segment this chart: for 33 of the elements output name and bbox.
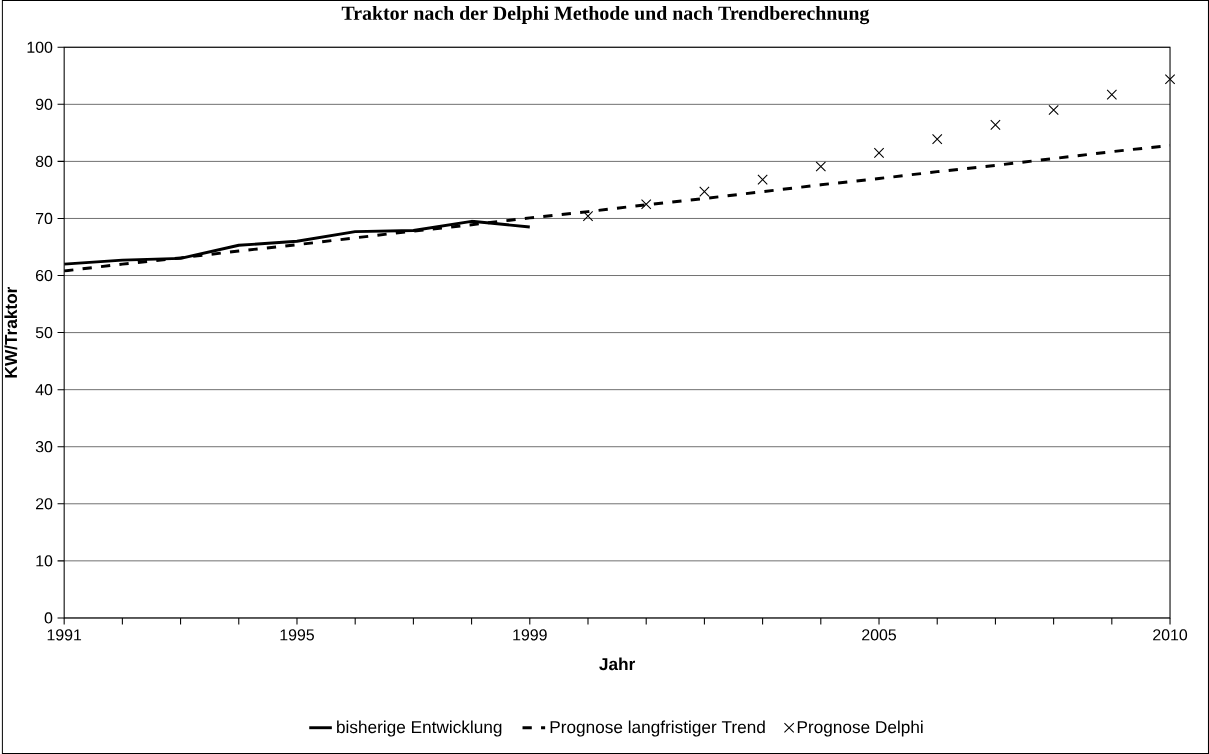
y-tick-label: 70 bbox=[36, 212, 53, 225]
x-tick-label: 2010 bbox=[1153, 629, 1188, 641]
x-tick-label: 1991 bbox=[47, 629, 82, 641]
y-tick-label: 50 bbox=[35, 326, 53, 339]
chart-title: Traktor nach der Delphi Methode und nach Trendberechnung bbox=[341, 5, 870, 25]
point bbox=[1164, 73, 1176, 85]
legend-label: Prognose Delphi bbox=[797, 720, 923, 737]
point bbox=[757, 174, 768, 185]
y-tick-label: 30 bbox=[35, 441, 53, 453]
legend-label: Prognose langfristiger Trend bbox=[550, 720, 765, 737]
y-tick-label: 20 bbox=[35, 498, 53, 510]
point bbox=[990, 119, 1001, 131]
y-tick-label: 100 bbox=[27, 41, 53, 53]
point bbox=[640, 198, 652, 210]
point bbox=[1106, 89, 1118, 100]
point bbox=[932, 133, 943, 145]
x-tick-label: 1995 bbox=[280, 629, 314, 641]
y-tick-label: 90 bbox=[35, 98, 53, 110]
y-tick-label: 40 bbox=[35, 383, 53, 396]
y-axis-title: KW/Traktor bbox=[4, 286, 18, 378]
y-tick-label: 0 bbox=[44, 612, 53, 624]
point bbox=[699, 186, 710, 197]
point bbox=[815, 161, 827, 172]
point bbox=[582, 210, 594, 222]
y-tick-label: 10 bbox=[36, 555, 53, 567]
point bbox=[1048, 104, 1059, 116]
x-tick-label: 2005 bbox=[862, 629, 897, 641]
x-tick-label: 1999 bbox=[513, 629, 547, 641]
x-axis-title: Jahr bbox=[599, 657, 636, 671]
y-tick-label: 60 bbox=[36, 269, 53, 282]
y-tick-label: 80 bbox=[35, 155, 53, 167]
legend-label: bisherige Entwicklung bbox=[337, 720, 502, 737]
point bbox=[873, 147, 885, 158]
